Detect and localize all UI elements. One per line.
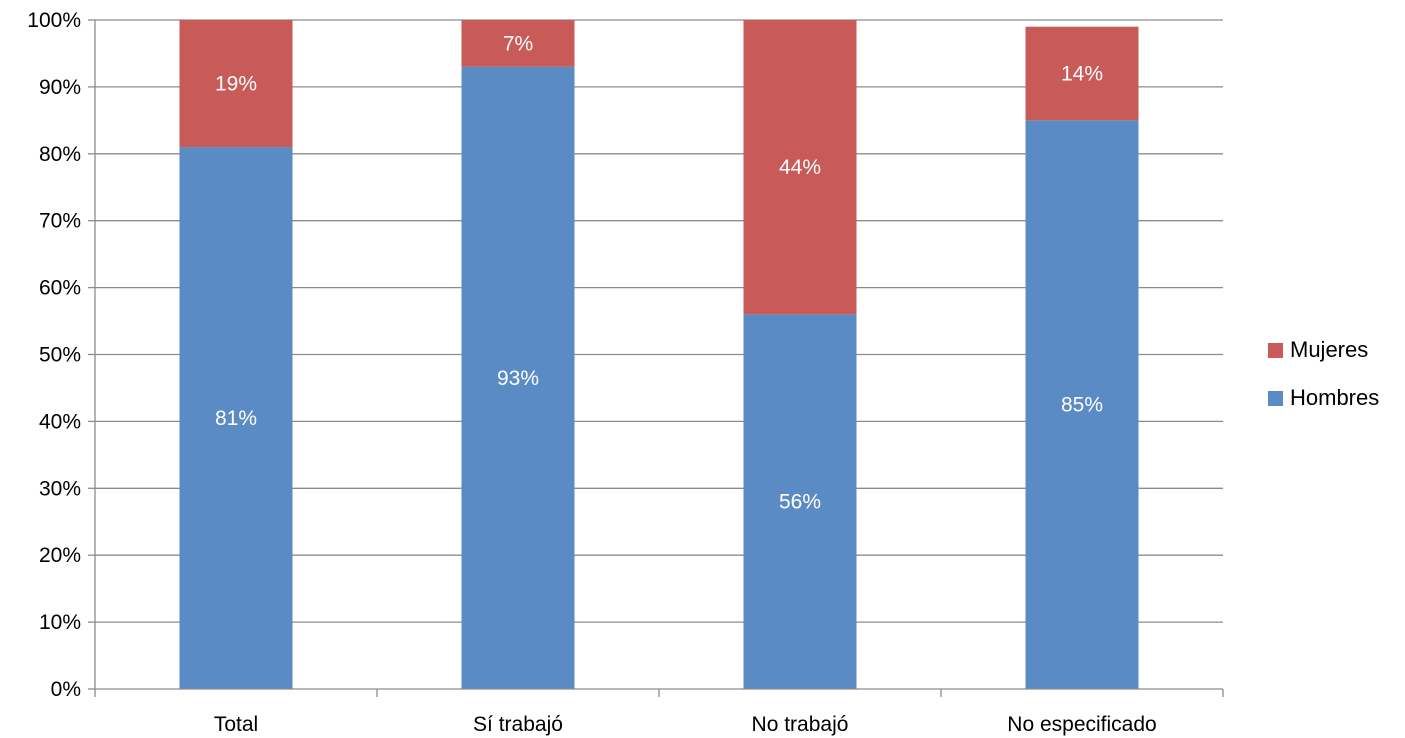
data-label-hombres: 93% (497, 367, 539, 390)
data-label-mujeres: 7% (503, 32, 533, 55)
y-tick-label: 60% (39, 277, 81, 300)
data-label-mujeres: 19% (215, 73, 257, 96)
axes (88, 19, 1224, 697)
y-tick-label: 0% (51, 678, 81, 701)
bar-hombres-1 (461, 66, 575, 689)
bar-mujeres-0 (179, 20, 293, 148)
x-tick-label: No trabajó (752, 713, 849, 736)
bars (179, 20, 1139, 690)
legend-swatch (1268, 391, 1283, 406)
y-tick-label: 80% (39, 143, 81, 166)
legend-item-hombres: Hombres (1268, 385, 1379, 410)
bar-hombres-2 (743, 314, 857, 689)
y-tick-label: 100% (27, 9, 81, 32)
data-label-hombres: 85% (1061, 394, 1103, 417)
legend-item-mujeres: Mujeres (1268, 337, 1368, 362)
y-tick-label: 20% (39, 544, 81, 567)
data-label-mujeres: 14% (1061, 63, 1103, 86)
labels: 0% 10% 20% 30% 40% 50% 60% 70% 80% 90% 100% 81% 19% T… (27, 9, 1156, 736)
y-tick-label: 70% (39, 210, 81, 233)
y-tick-label: 40% (39, 410, 81, 433)
x-tick-label: Sí trabajó (473, 713, 563, 736)
legend: Mujeres Hombres (1268, 337, 1379, 410)
bar-mujeres-1 (461, 20, 575, 67)
bar-hombres-0 (179, 147, 293, 690)
bar-mujeres-3 (1025, 26, 1139, 121)
y-tick-label: 10% (39, 611, 81, 634)
y-tick-label: 30% (39, 477, 81, 500)
data-label-hombres: 81% (215, 407, 257, 430)
legend-swatch (1268, 343, 1283, 358)
bar-hombres-3 (1025, 120, 1139, 690)
bar-mujeres-2 (743, 20, 857, 315)
legend-label: Mujeres (1290, 337, 1368, 362)
legend-label: Hombres (1290, 385, 1379, 410)
data-label-hombres: 56% (779, 491, 821, 514)
x-tick-label: Total (214, 713, 258, 736)
y-tick-label: 90% (39, 76, 81, 99)
data-label-mujeres: 44% (779, 156, 821, 179)
x-tick-label: No especificado (1007, 713, 1156, 736)
y-tick-label: 50% (39, 344, 81, 367)
